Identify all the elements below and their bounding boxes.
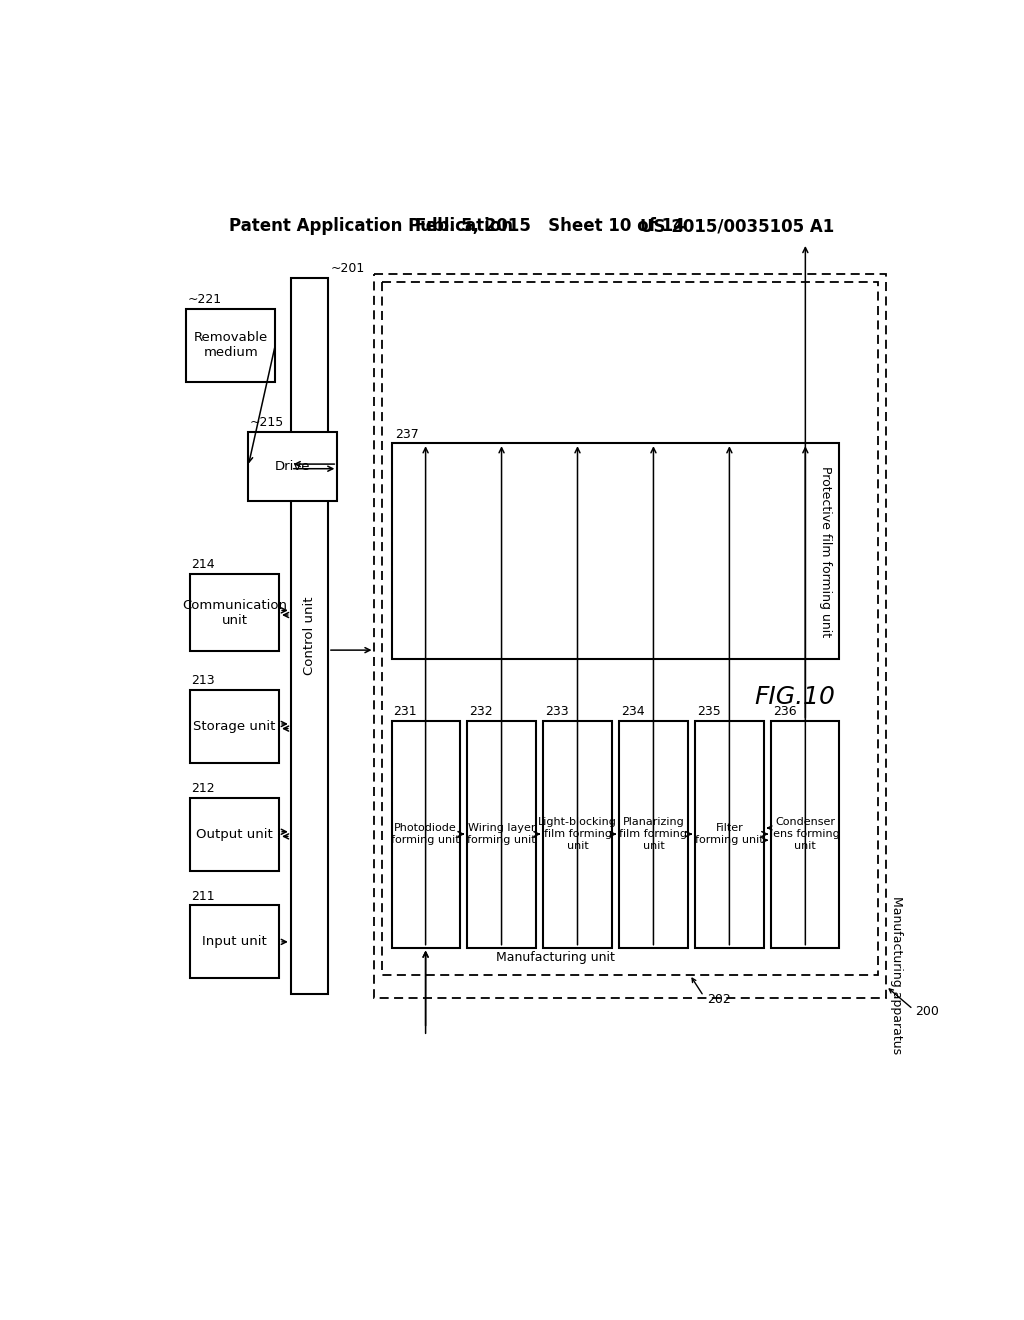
Text: Photodiode
forming unit: Photodiode forming unit — [391, 824, 460, 845]
Bar — [771, 721, 840, 948]
Text: Manufacturing unit: Manufacturing unit — [497, 952, 615, 964]
Text: Wiring layer
forming unit: Wiring layer forming unit — [467, 824, 536, 845]
Text: 232: 232 — [469, 705, 493, 718]
Bar — [620, 721, 687, 948]
Bar — [190, 797, 280, 871]
Text: ~215: ~215 — [250, 416, 284, 429]
Text: Condenser
lens forming
unit: Condenser lens forming unit — [770, 817, 841, 850]
Text: Manufacturing apparatus: Manufacturing apparatus — [890, 895, 903, 1053]
Text: Light-blocking
film forming
unit: Light-blocking film forming unit — [538, 817, 616, 850]
Text: Patent Application Publication: Patent Application Publication — [228, 218, 513, 235]
Text: 212: 212 — [191, 781, 215, 795]
Text: FIG.10: FIG.10 — [754, 685, 835, 709]
Bar — [186, 309, 275, 381]
Bar — [190, 574, 280, 651]
Bar — [190, 906, 280, 978]
Text: 213: 213 — [191, 675, 215, 686]
Text: 233: 233 — [545, 705, 568, 718]
Text: Communication
unit: Communication unit — [182, 599, 287, 627]
Text: 237: 237 — [395, 428, 419, 441]
Bar — [375, 275, 886, 998]
Text: Input unit: Input unit — [202, 936, 267, 948]
Bar — [382, 281, 879, 974]
Bar — [695, 721, 764, 948]
Text: 200: 200 — [915, 1005, 939, 1018]
Text: 235: 235 — [697, 705, 721, 718]
Text: Removable
medium: Removable medium — [194, 331, 268, 359]
Bar — [291, 277, 328, 994]
Bar — [391, 444, 840, 659]
Bar — [190, 689, 280, 763]
Text: 231: 231 — [393, 705, 417, 718]
Text: 236: 236 — [773, 705, 797, 718]
Text: Output unit: Output unit — [197, 828, 273, 841]
Text: Filter
forming unit: Filter forming unit — [695, 824, 764, 845]
Text: ~221: ~221 — [187, 293, 222, 306]
Bar — [467, 721, 536, 948]
Text: 211: 211 — [191, 890, 215, 903]
Text: Drive: Drive — [274, 459, 310, 473]
Text: 234: 234 — [621, 705, 644, 718]
Text: Control unit: Control unit — [303, 597, 315, 675]
Bar — [248, 432, 337, 502]
Text: Feb. 5, 2015   Sheet 10 of 14: Feb. 5, 2015 Sheet 10 of 14 — [415, 218, 684, 235]
Text: US 2015/0035105 A1: US 2015/0035105 A1 — [640, 218, 834, 235]
Text: Storage unit: Storage unit — [194, 719, 275, 733]
Bar — [391, 721, 460, 948]
Bar — [544, 721, 611, 948]
Text: 214: 214 — [191, 558, 215, 572]
Text: Planarizing
film forming
unit: Planarizing film forming unit — [620, 817, 687, 850]
Text: ~201: ~201 — [331, 261, 365, 275]
Text: Protective film forming unit: Protective film forming unit — [819, 466, 831, 636]
Text: 202: 202 — [707, 993, 730, 1006]
